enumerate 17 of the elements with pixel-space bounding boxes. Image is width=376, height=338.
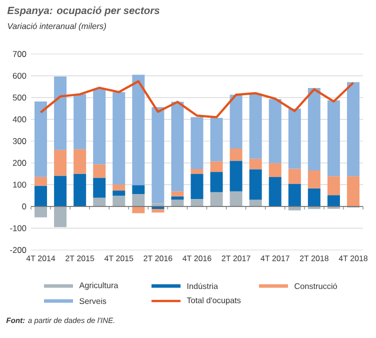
legend-label: Construcció bbox=[294, 282, 337, 290]
y-tick-label: 400 bbox=[12, 116, 26, 122]
legend-label: Total d'ocupats bbox=[186, 297, 241, 305]
legend-label: Serveis bbox=[80, 298, 106, 304]
y-tick-label: 100 bbox=[13, 182, 26, 188]
y-tick-label: 600 bbox=[12, 72, 26, 79]
y-tick-label: 500 bbox=[12, 94, 26, 101]
y-tick-label: 700 bbox=[12, 51, 26, 57]
y-tick-label: 0 bbox=[22, 203, 26, 210]
y-tick-label: 200 bbox=[12, 160, 26, 166]
y-tick-label: 300 bbox=[12, 138, 26, 144]
y-tick-label: -200 bbox=[10, 247, 26, 253]
chart-title: Espanya: ocupació per sectors bbox=[7, 6, 160, 16]
legend-label: Agricultura bbox=[79, 282, 118, 290]
chart-subtitle: Variació interanual (milers) bbox=[8, 22, 106, 31]
y-tick-label: -100 bbox=[10, 225, 26, 232]
legend-label: Indústria bbox=[187, 282, 218, 290]
